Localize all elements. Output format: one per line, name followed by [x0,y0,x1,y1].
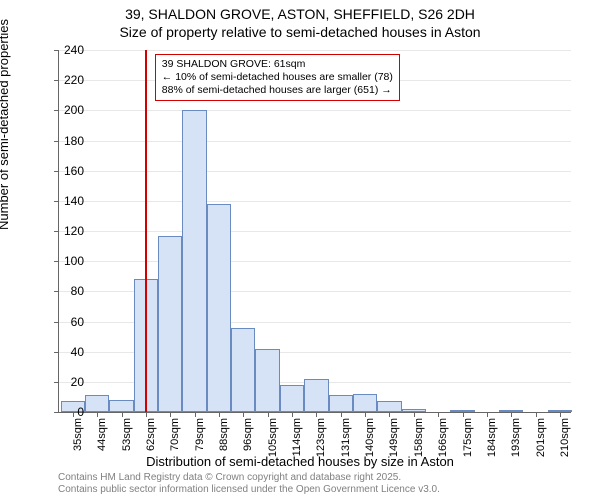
xtick-mark [243,412,244,417]
xtick-mark [341,412,342,417]
annotation-box: 39 SHALDON GROVE: 61sqm ← 10% of semi-de… [155,54,400,101]
plot-area: 39 SHALDON GROVE: 61sqm ← 10% of semi-de… [58,50,571,413]
xtick-label: 131sqm [340,418,352,468]
annotation-line1: 39 SHALDON GROVE: 61sqm [162,58,393,71]
xtick-mark [438,412,439,417]
histogram-bar [207,204,231,412]
ytick-label: 0 [44,405,84,419]
ytick-label: 180 [44,134,84,148]
xtick-label: 140sqm [364,418,376,468]
xtick-label: 114sqm [291,418,303,468]
xtick-mark [219,412,220,417]
xtick-mark [463,412,464,417]
xtick-label: 35sqm [72,418,84,468]
xtick-mark [536,412,537,417]
xtick-label: 53sqm [121,418,133,468]
gridline [59,231,571,232]
xtick-label: 166sqm [437,418,449,468]
xtick-label: 105sqm [267,418,279,468]
gridline [59,201,571,202]
histogram-bar [280,385,304,412]
xtick-mark [122,412,123,417]
xtick-label: 62sqm [145,418,157,468]
histogram-bar [377,401,401,412]
xtick-mark [560,412,561,417]
xtick-mark [292,412,293,417]
gridline [59,171,571,172]
ytick-label: 80 [44,284,84,298]
xtick-label: 79sqm [194,418,206,468]
ytick-label: 60 [44,315,84,329]
xtick-label: 210sqm [559,418,571,468]
ytick-label: 120 [44,224,84,238]
ytick-label: 20 [44,375,84,389]
histogram-bar [353,394,377,412]
histogram-bar [255,349,279,412]
xtick-mark [316,412,317,417]
annotation-line2: ← 10% of semi-detached houses are smalle… [162,71,393,84]
footer-line1: Contains HM Land Registry data © Crown c… [58,472,440,484]
xtick-label: 158sqm [413,418,425,468]
xtick-label: 149sqm [388,418,400,468]
y-axis-label: Number of semi-detached properties [0,19,11,230]
xtick-mark [511,412,512,417]
xtick-label: 201sqm [535,418,547,468]
histogram-bar [85,395,109,412]
gridline [59,50,571,51]
histogram-bar [158,236,182,412]
footer-line2: Contains public sector information licen… [58,484,440,496]
ytick-label: 220 [44,73,84,87]
histogram-bar [182,110,206,412]
xtick-label: 193sqm [510,418,522,468]
ytick-label: 40 [44,345,84,359]
xtick-mark [146,412,147,417]
footer-attribution: Contains HM Land Registry data © Crown c… [58,472,440,496]
gridline [59,261,571,262]
ytick-label: 100 [44,254,84,268]
xtick-mark [389,412,390,417]
ytick-label: 160 [44,164,84,178]
xtick-mark [365,412,366,417]
xtick-mark [414,412,415,417]
xtick-label: 184sqm [486,418,498,468]
xtick-mark [268,412,269,417]
annotation-line3: 88% of semi-detached houses are larger (… [162,84,393,97]
gridline [59,110,571,111]
gridline [59,141,571,142]
histogram-bar [231,328,255,412]
xtick-label: 70sqm [169,418,181,468]
ytick-label: 140 [44,194,84,208]
chart-title-address: 39, SHALDON GROVE, ASTON, SHEFFIELD, S26… [0,6,600,22]
xtick-label: 88sqm [218,418,230,468]
histogram-bar [329,395,353,412]
xtick-label: 123sqm [315,418,327,468]
xtick-label: 96sqm [242,418,254,468]
xtick-label: 44sqm [96,418,108,468]
xtick-mark [195,412,196,417]
ytick-label: 200 [44,103,84,117]
xtick-mark [170,412,171,417]
histogram-bar [304,379,328,412]
xtick-mark [487,412,488,417]
property-marker-line [145,50,147,412]
xtick-label: 175sqm [462,418,474,468]
chart-title-desc: Size of property relative to semi-detach… [0,24,600,40]
xtick-mark [97,412,98,417]
histogram-bar [109,400,133,412]
ytick-label: 240 [44,43,84,57]
